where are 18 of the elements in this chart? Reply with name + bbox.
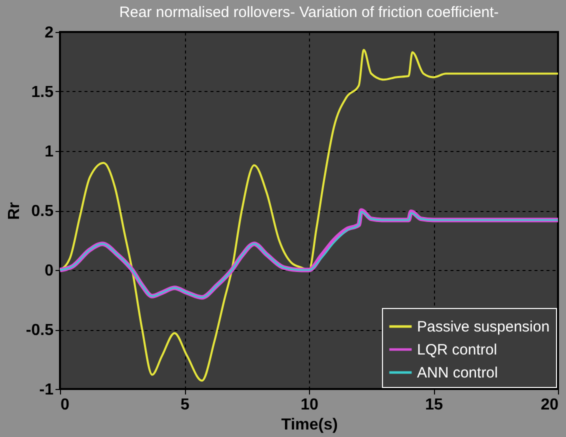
legend-label: ANN control (417, 364, 498, 382)
y-tick-label: 2 (44, 24, 54, 42)
x-tick-label: 15 (425, 396, 443, 414)
legend-label: LQR control (417, 342, 498, 358)
x-tick-label: 10 (300, 396, 318, 414)
legend-label: Passive suspension (417, 318, 550, 336)
chart-title: Rear normalised rollovers- Variation of friction coefficient- (119, 4, 499, 21)
y-tick-label: 0 (44, 262, 54, 280)
x-axis-title: Time(s) (281, 416, 338, 434)
y-tick-label: -0.5 (26, 322, 54, 339)
x-tick-label: 5 (180, 396, 190, 414)
x-tick-label: 20 (540, 396, 559, 414)
y-tick-label: 0.5 (31, 203, 54, 220)
x-tick-label: 0 (60, 396, 70, 414)
y-tick-label: 1.5 (31, 84, 54, 101)
y-axis-title: Rr (6, 202, 23, 220)
y-tick-label: 1 (44, 144, 54, 160)
y-tick-label: -1 (39, 382, 54, 398)
